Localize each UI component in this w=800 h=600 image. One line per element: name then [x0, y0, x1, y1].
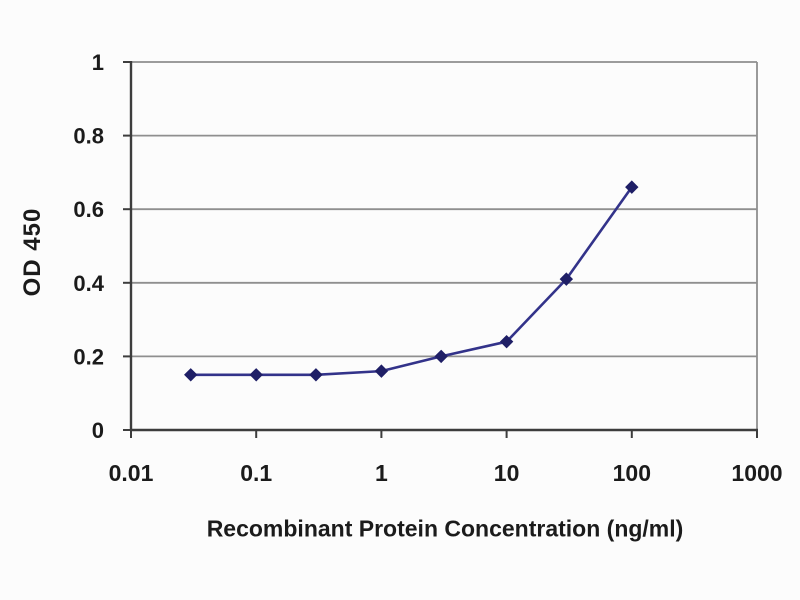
y-tick-label: 0.2	[73, 344, 104, 369]
data-point-marker	[625, 180, 639, 194]
plot-area-background	[131, 62, 757, 430]
data-point-marker	[249, 368, 263, 382]
data-point-marker	[434, 349, 448, 364]
x-tick-label: 0.1	[240, 460, 272, 486]
x-tick-label: 100	[613, 460, 651, 486]
data-point-marker	[184, 368, 198, 382]
y-tick-label: 0.6	[73, 197, 104, 222]
y-tick-label: 0.8	[73, 124, 104, 149]
data-series-line	[190, 186, 633, 377]
y-tick-label: 0	[92, 418, 104, 443]
y-tick-label: 0.4	[73, 271, 104, 296]
data-point-marker	[374, 364, 389, 378]
x-axis-title: Recombinant Protein Concentration (ng/ml…	[206, 515, 684, 542]
x-tick-label: 1	[375, 460, 388, 486]
data-point-marker	[499, 334, 514, 349]
data-point-marker	[559, 272, 574, 286]
data-point-marker	[309, 368, 323, 382]
x-tick-label: 0.01	[109, 460, 154, 486]
x-tick-label: 10	[494, 460, 520, 486]
y-axis-title: OD 450	[19, 207, 46, 297]
x-tick-label: 1000	[731, 460, 782, 486]
y-tick-label: 1	[92, 50, 104, 75]
